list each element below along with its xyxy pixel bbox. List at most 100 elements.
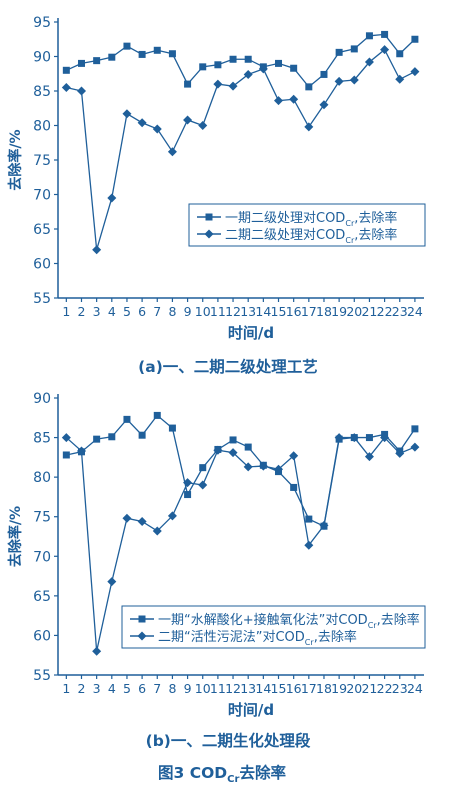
x-tick-label: 12 (225, 681, 241, 696)
y-tick-label: 85 (33, 84, 51, 100)
x-tick-label: 17 (301, 304, 317, 319)
series-line-1 (66, 33, 416, 88)
x-tick-label: 6 (138, 681, 146, 696)
y-tick-label: 90 (33, 50, 51, 66)
y-tick-label: 60 (33, 257, 51, 273)
x-tick-label: 19 (331, 304, 347, 319)
data-point-1 (62, 451, 70, 459)
x-tick-label: 13 (240, 304, 256, 319)
data-point-2 (349, 75, 359, 85)
data-point-1 (381, 30, 389, 38)
x-tick-label: 20 (346, 304, 362, 319)
data-point-1 (199, 464, 207, 472)
data-point-1 (108, 433, 116, 441)
x-tick-label: 7 (153, 304, 161, 319)
x-tick-label: 3 (93, 681, 101, 696)
data-point-2 (289, 451, 299, 461)
figure-title: 图3 CODCr去除率 (158, 763, 286, 785)
legend-label: 二期二级处理对CODCr,去除率 (225, 227, 397, 245)
y-tick-label: 70 (33, 549, 51, 565)
data-point-1 (305, 83, 313, 91)
data-point-2 (122, 109, 132, 119)
data-point-2 (107, 577, 117, 587)
data-point-1 (229, 436, 237, 444)
x-tick-label: 20 (346, 681, 362, 696)
x-tick-label: 14 (255, 304, 271, 319)
y-axis-label: 去除率/% (7, 506, 24, 567)
legend-marker (137, 631, 147, 641)
data-point-1 (365, 434, 373, 442)
x-tick-label: 7 (153, 681, 161, 696)
x-tick-label: 11 (210, 681, 226, 696)
x-tick-label: 1 (62, 681, 70, 696)
x-tick-label: 22 (377, 681, 393, 696)
data-point-2 (152, 526, 162, 536)
y-tick-label: 85 (33, 431, 51, 447)
x-tick-label: 14 (255, 681, 271, 696)
data-point-1 (184, 491, 192, 499)
data-point-2 (137, 118, 147, 128)
x-tick-label: 8 (168, 304, 176, 319)
legend-marker (204, 229, 214, 239)
legend-label: 一期二级处理对CODCr,去除率 (225, 210, 397, 228)
data-point-2 (410, 67, 420, 77)
x-tick-label: 5 (123, 304, 131, 319)
data-point-2 (213, 445, 223, 455)
x-tick-label: 9 (184, 304, 192, 319)
data-point-1 (411, 35, 419, 43)
data-point-2 (183, 478, 193, 488)
x-tick-label: 6 (138, 304, 146, 319)
x-tick-label: 21 (361, 681, 377, 696)
data-point-1 (138, 431, 146, 439)
data-point-1 (214, 61, 222, 69)
data-point-1 (290, 483, 298, 491)
data-point-2 (152, 124, 162, 134)
y-tick-label: 65 (33, 589, 51, 605)
data-point-1 (93, 57, 101, 65)
data-point-2 (364, 452, 374, 462)
x-tick-label: 24 (407, 681, 423, 696)
y-tick-label: 75 (33, 153, 51, 169)
x-tick-label: 16 (286, 304, 302, 319)
data-point-2 (167, 147, 177, 157)
series-line-2 (66, 48, 416, 250)
chart-caption: (b)一、二期生化处理段 (146, 731, 311, 750)
data-point-2 (395, 74, 405, 84)
x-tick-label: 12 (225, 304, 241, 319)
y-tick-label: 75 (33, 510, 51, 526)
x-tick-label: 1 (62, 304, 70, 319)
series-line-2 (65, 436, 416, 652)
x-tick-label: 23 (392, 304, 408, 319)
x-tick-label: 10 (195, 681, 211, 696)
data-point-1 (138, 50, 146, 58)
y-axis-label: 去除率/% (7, 129, 24, 190)
data-point-2 (213, 79, 223, 89)
data-point-1 (199, 63, 207, 71)
data-point-2 (410, 442, 420, 452)
legend-marker (138, 615, 146, 623)
data-point-1 (168, 424, 176, 432)
data-point-1 (244, 443, 252, 451)
data-point-1 (77, 59, 85, 67)
x-tick-label: 4 (108, 681, 116, 696)
data-point-2 (183, 115, 193, 125)
data-point-1 (153, 46, 161, 54)
data-point-2 (76, 446, 86, 456)
data-point-1 (229, 55, 237, 63)
data-point-2 (304, 122, 314, 132)
data-point-1 (184, 80, 192, 88)
data-point-1 (123, 42, 131, 50)
y-tick-label: 65 (33, 222, 51, 238)
data-point-2 (319, 100, 329, 110)
data-point-1 (335, 48, 343, 56)
data-point-1 (93, 435, 101, 443)
data-point-2 (137, 516, 147, 526)
data-point-2 (61, 83, 71, 93)
data-point-2 (304, 540, 314, 550)
legend: 一期“水解酸化+接触氧化法”对CODCr,去除率二期“活性污泥法”对CODCr,… (121, 605, 426, 649)
data-point-2 (228, 448, 238, 458)
data-point-2 (395, 448, 405, 458)
y-tick-label: 95 (33, 15, 51, 31)
